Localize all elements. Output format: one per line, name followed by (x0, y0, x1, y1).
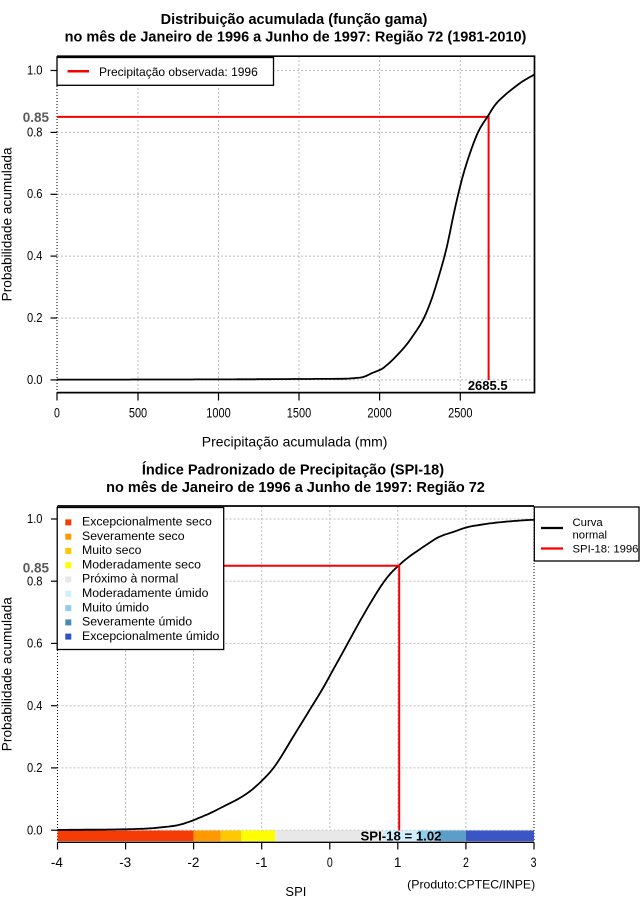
svg-text:0.8: 0.8 (27, 124, 43, 139)
svg-text:Moderadamente úmido: Moderadamente úmido (82, 586, 209, 600)
svg-text:Severamente seco: Severamente seco (82, 529, 185, 543)
svg-text:1.0: 1.0 (27, 511, 43, 526)
svg-text:0.4: 0.4 (27, 248, 43, 263)
svg-text:Probabilidade acumulada: Probabilidade acumulada (0, 597, 15, 751)
svg-text:2: 2 (463, 855, 469, 870)
svg-text:0.4: 0.4 (27, 698, 43, 713)
svg-text:no mês de Janeiro de 1996 a Ju: no mês de Janeiro de 1996 a Junho de 199… (65, 30, 527, 46)
svg-text:2000: 2000 (367, 405, 391, 420)
svg-text:Muito seco: Muito seco (82, 543, 142, 557)
svg-text:Próximo à normal: Próximo à normal (82, 572, 178, 586)
svg-text:Curva: Curva (573, 517, 604, 529)
svg-text:Moderadamente seco: Moderadamente seco (82, 557, 201, 571)
svg-text:SPI: SPI (285, 884, 306, 899)
svg-text:0.85: 0.85 (23, 110, 50, 125)
svg-text:Precipitação acumulada (mm): Precipitação acumulada (mm) (202, 434, 388, 450)
svg-text:normal: normal (573, 529, 608, 541)
svg-text:1000: 1000 (206, 405, 230, 420)
svg-text:SPI-18 = 1.02: SPI-18 = 1.02 (360, 828, 441, 843)
svg-text:Distribuição acumulada (função: Distribuição acumulada (função gama) (161, 12, 428, 28)
svg-text:-4: -4 (51, 855, 63, 870)
svg-text:Probabilidade acumulada: Probabilidade acumulada (0, 147, 15, 301)
svg-text:0.2: 0.2 (27, 760, 43, 775)
svg-text:0.85: 0.85 (23, 560, 50, 575)
svg-text:-3: -3 (119, 855, 131, 870)
svg-text:Precipitação observada: 1996: Precipitação observada: 1996 (99, 65, 258, 79)
svg-text:SPI-18: 1996: SPI-18: 1996 (573, 544, 639, 556)
svg-text:no mês de Janeiro de 1996 a Ju: no mês de Janeiro de 1996 a Junho de 199… (106, 480, 485, 496)
svg-text:Índice Padronizado de Precipit: Índice Padronizado de Precipitação (SPI-… (142, 462, 444, 479)
svg-text:1.0: 1.0 (27, 62, 43, 77)
svg-text:500: 500 (129, 405, 147, 420)
svg-text:2500: 2500 (448, 405, 472, 420)
svg-text:0.6: 0.6 (27, 636, 43, 651)
svg-text:0.0: 0.0 (27, 372, 43, 387)
svg-text:2685.5: 2685.5 (468, 378, 508, 393)
svg-text:0.8: 0.8 (27, 573, 43, 588)
svg-text:1: 1 (394, 855, 402, 870)
svg-text:(Produto:CPTEC/INPE): (Produto:CPTEC/INPE) (407, 877, 535, 891)
svg-text:0.6: 0.6 (27, 186, 43, 201)
svg-text:0.0: 0.0 (27, 822, 43, 837)
svg-text:3: 3 (531, 855, 537, 870)
svg-text:1500: 1500 (287, 405, 311, 420)
svg-text:0.2: 0.2 (27, 310, 43, 325)
svg-text:Severamente úmido: Severamente úmido (82, 615, 192, 629)
svg-text:0: 0 (54, 405, 60, 420)
svg-text:-1: -1 (255, 855, 267, 870)
svg-text:0: 0 (327, 855, 333, 870)
svg-text:Excepcionalmente úmido: Excepcionalmente úmido (82, 629, 220, 643)
svg-text:-2: -2 (187, 855, 199, 870)
svg-text:Muito úmido: Muito úmido (82, 600, 149, 614)
svg-text:Excepcionalmente seco: Excepcionalmente seco (82, 515, 212, 529)
